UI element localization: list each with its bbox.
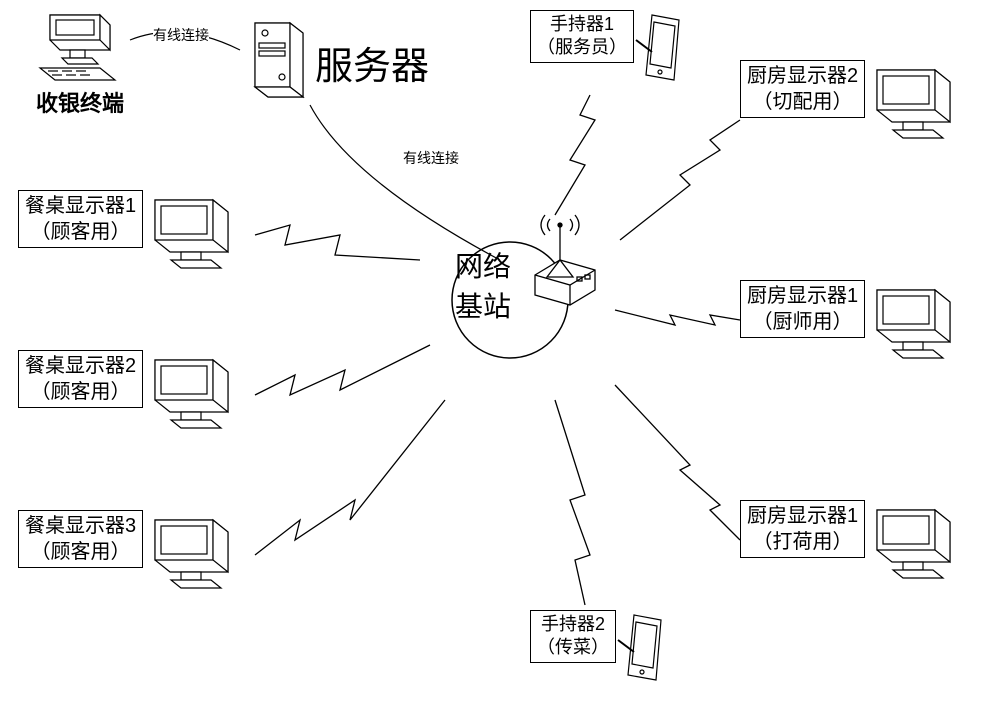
hub-label-2: 基站: [455, 291, 511, 322]
kitchen-display-2-title: 厨房显示器1: [747, 285, 858, 307]
pos-terminal-icon: [30, 10, 130, 90]
kitchen-display-2: 厨房显示器1 （厨师用）: [740, 280, 960, 370]
handheld-1-title: 手持器1: [550, 14, 614, 34]
table-display-2-sub: （顾客用）: [31, 381, 131, 403]
network-hub: 网络 基站: [455, 245, 511, 325]
hub-label-1: 网络: [455, 251, 511, 282]
server-icon: [245, 15, 315, 110]
pos-terminal-label: 收银终端: [36, 90, 124, 119]
monitor-icon: [143, 190, 238, 280]
handheld-2-sub: （传菜）: [537, 637, 609, 657]
handheld-1-sub: （服务员）: [537, 37, 627, 57]
monitor-icon: [865, 60, 960, 150]
phone-icon: [634, 10, 689, 90]
pos-terminal: 收银终端: [30, 10, 130, 119]
server: 服务器: [245, 15, 429, 110]
table-display-3-sub: （顾客用）: [31, 541, 131, 563]
router-icon: [495, 205, 645, 325]
table-display-1: 餐桌显示器1 （顾客用）: [18, 190, 238, 280]
table-display-3: 餐桌显示器3 （顾客用）: [18, 510, 238, 600]
kitchen-display-1-title: 厨房显示器2: [747, 65, 858, 87]
handheld-2: 手持器2 （传菜）: [530, 610, 671, 690]
kitchen-display-3: 厨房显示器1 （打荷用）: [740, 500, 960, 590]
kitchen-display-3-sub: （打荷用）: [753, 531, 853, 553]
table-display-2: 餐桌显示器2 （顾客用）: [18, 350, 238, 440]
monitor-icon: [143, 350, 238, 440]
table-display-1-title: 餐桌显示器1: [25, 195, 136, 217]
kitchen-display-2-sub: （厨师用）: [753, 311, 853, 333]
kitchen-display-1-sub: （切配用）: [753, 91, 853, 113]
table-display-3-title: 餐桌显示器3: [25, 515, 136, 537]
edge-label-wired2: 有线连接: [403, 148, 459, 168]
table-display-1-sub: （顾客用）: [31, 221, 131, 243]
monitor-icon: [865, 280, 960, 370]
table-display-2-title: 餐桌显示器2: [25, 355, 136, 377]
monitor-icon: [865, 500, 960, 590]
edge-label-wired1: 有线连接: [153, 25, 209, 45]
handheld-2-title: 手持器2: [541, 614, 605, 634]
handheld-1: 手持器1 （服务员）: [530, 10, 689, 90]
kitchen-display-1: 厨房显示器2 （切配用）: [740, 60, 960, 150]
server-label: 服务器: [315, 35, 429, 90]
monitor-icon: [143, 510, 238, 600]
kitchen-display-3-title: 厨房显示器1: [747, 505, 858, 527]
phone-icon: [616, 610, 671, 690]
